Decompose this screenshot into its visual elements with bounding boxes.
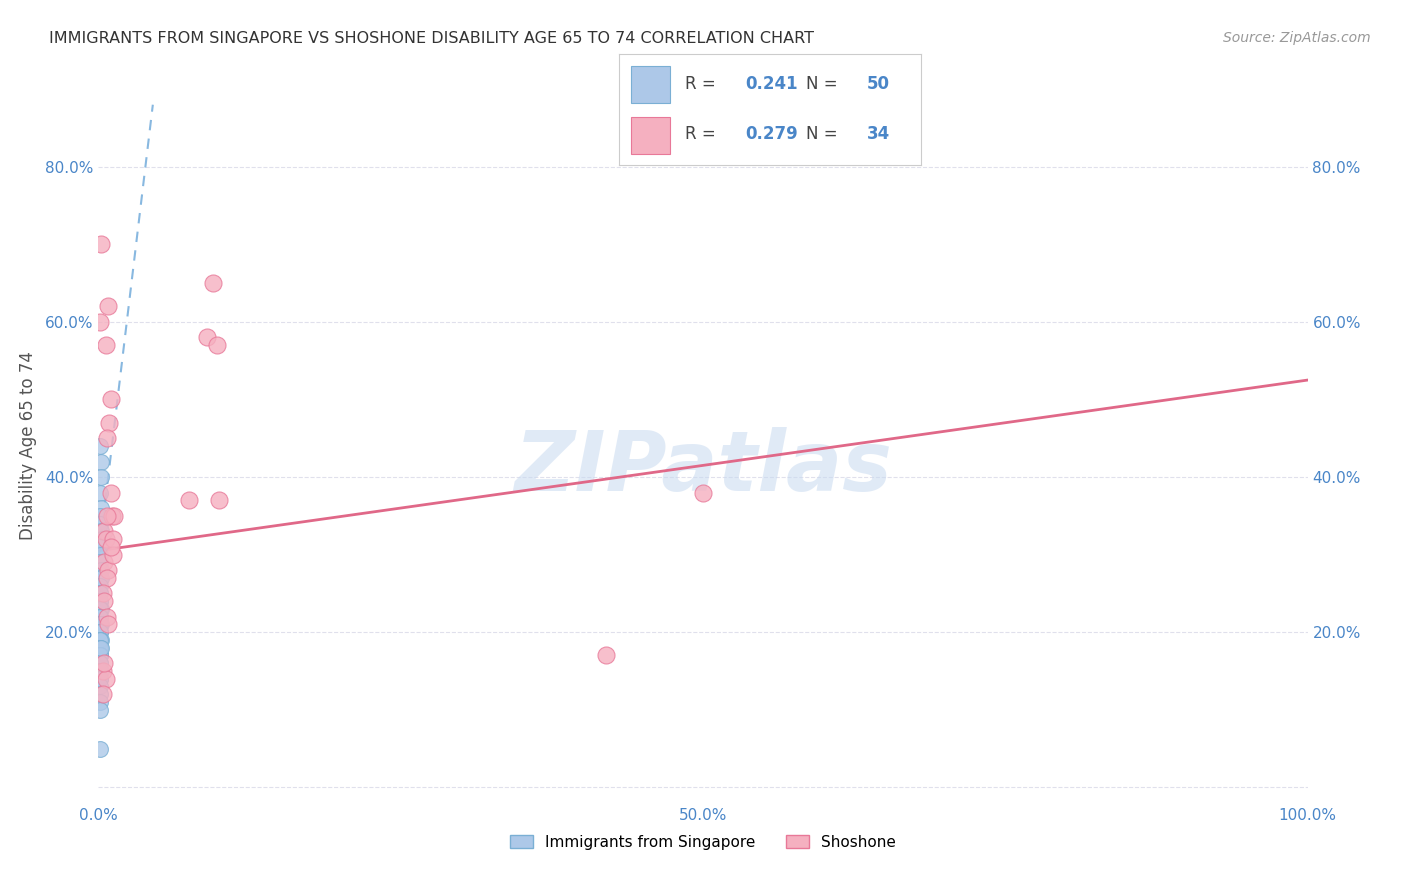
Point bbox=[90, 237, 112, 252]
Text: ZIPatlas: ZIPatlas bbox=[515, 427, 891, 508]
Point bbox=[96, 508, 118, 523]
Point bbox=[89, 703, 111, 717]
Point bbox=[692, 485, 714, 500]
Point bbox=[89, 672, 111, 686]
Point bbox=[91, 586, 114, 600]
Text: 50: 50 bbox=[866, 75, 890, 93]
Point bbox=[208, 493, 231, 508]
Point bbox=[89, 609, 111, 624]
Point bbox=[94, 532, 117, 546]
Point bbox=[90, 454, 112, 468]
Point bbox=[93, 555, 115, 569]
Point bbox=[595, 648, 617, 663]
Text: IMMIGRANTS FROM SINGAPORE VS SHOSHONE DISABILITY AGE 65 TO 74 CORRELATION CHART: IMMIGRANTS FROM SINGAPORE VS SHOSHONE DI… bbox=[49, 31, 814, 46]
Point bbox=[89, 656, 111, 670]
Text: 0.279: 0.279 bbox=[745, 126, 799, 144]
Point bbox=[94, 338, 117, 352]
Point bbox=[89, 548, 111, 562]
Point bbox=[89, 625, 111, 640]
Point bbox=[89, 315, 111, 329]
Point bbox=[100, 508, 122, 523]
Point bbox=[89, 741, 111, 756]
Point bbox=[89, 508, 111, 523]
Point bbox=[90, 617, 112, 632]
Point bbox=[179, 493, 201, 508]
Y-axis label: Disability Age 65 to 74: Disability Age 65 to 74 bbox=[18, 351, 37, 541]
Text: R =: R = bbox=[685, 126, 721, 144]
Point bbox=[89, 640, 111, 655]
Point bbox=[89, 632, 111, 647]
Point bbox=[101, 548, 124, 562]
Text: N =: N = bbox=[806, 126, 844, 144]
Point bbox=[89, 602, 111, 616]
Point bbox=[93, 524, 115, 539]
Point bbox=[89, 485, 111, 500]
Point bbox=[89, 648, 111, 663]
Point bbox=[89, 648, 111, 663]
Point bbox=[100, 392, 122, 407]
FancyBboxPatch shape bbox=[631, 66, 671, 103]
Point bbox=[89, 540, 111, 554]
Point bbox=[89, 571, 111, 585]
Point bbox=[90, 501, 112, 516]
Point bbox=[89, 617, 111, 632]
Point bbox=[91, 664, 114, 678]
Point bbox=[89, 695, 111, 709]
Point bbox=[89, 586, 111, 600]
Text: Source: ZipAtlas.com: Source: ZipAtlas.com bbox=[1223, 31, 1371, 45]
Point bbox=[89, 609, 111, 624]
Point bbox=[97, 617, 120, 632]
Point bbox=[89, 625, 111, 640]
Point bbox=[89, 617, 111, 632]
Point bbox=[96, 571, 118, 585]
Text: R =: R = bbox=[685, 75, 721, 93]
Point bbox=[94, 672, 117, 686]
Point bbox=[103, 508, 125, 523]
Point bbox=[89, 594, 111, 608]
Point bbox=[195, 330, 218, 344]
Point bbox=[89, 640, 111, 655]
Point bbox=[89, 579, 111, 593]
Text: 34: 34 bbox=[866, 126, 890, 144]
Point bbox=[100, 485, 122, 500]
Point bbox=[90, 664, 112, 678]
Legend: Immigrants from Singapore, Shoshone: Immigrants from Singapore, Shoshone bbox=[503, 829, 903, 855]
Point bbox=[90, 632, 112, 647]
Text: N =: N = bbox=[806, 75, 844, 93]
Point bbox=[96, 609, 118, 624]
FancyBboxPatch shape bbox=[631, 117, 671, 154]
Point bbox=[91, 532, 114, 546]
Point bbox=[91, 687, 114, 701]
Point bbox=[202, 276, 225, 290]
Point bbox=[98, 416, 121, 430]
Point bbox=[90, 524, 112, 539]
Point bbox=[89, 555, 111, 569]
Point bbox=[205, 338, 228, 352]
Point bbox=[89, 687, 111, 701]
Point bbox=[101, 532, 124, 546]
Point bbox=[89, 594, 111, 608]
Point bbox=[89, 648, 111, 663]
Point bbox=[93, 594, 115, 608]
Point bbox=[100, 540, 122, 554]
Point bbox=[90, 571, 112, 585]
Point bbox=[89, 516, 111, 531]
Point bbox=[90, 470, 112, 484]
Point bbox=[89, 664, 111, 678]
Point bbox=[90, 602, 112, 616]
Point bbox=[93, 656, 115, 670]
Text: 0.241: 0.241 bbox=[745, 75, 799, 93]
Point bbox=[89, 439, 111, 453]
Point bbox=[89, 656, 111, 670]
Point bbox=[97, 563, 120, 577]
Point bbox=[89, 632, 111, 647]
Point bbox=[89, 680, 111, 694]
Point bbox=[89, 586, 111, 600]
Point bbox=[96, 431, 118, 445]
Point bbox=[89, 664, 111, 678]
Point bbox=[97, 299, 120, 313]
Point bbox=[90, 640, 112, 655]
Point bbox=[89, 672, 111, 686]
Point bbox=[90, 563, 112, 577]
